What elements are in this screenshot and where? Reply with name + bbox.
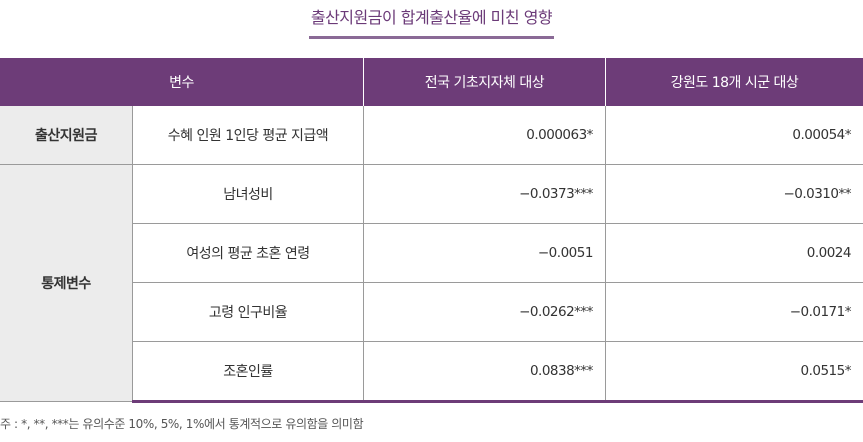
national-value: −0.0373*** — [363, 164, 606, 224]
variable-name: 조혼인률 — [132, 341, 364, 403]
gangwon-value: 0.0024 — [604, 223, 863, 283]
table-title: 출산지원금이 합계출산율에 미친 영향 — [0, 4, 863, 39]
gangwon-value: 0.0515* — [604, 341, 863, 403]
footnote: 주 : *, **, ***는 유의수준 10%, 5%, 1%에서 통계적으로… — [0, 417, 364, 431]
national-value: −0.0051 — [363, 223, 606, 283]
national-value: 0.000063* — [363, 106, 606, 165]
table-row: 통제변수 남녀성비 −0.0373*** −0.0310** — [0, 164, 863, 402]
group-label: 출산지원금 — [0, 106, 133, 165]
header-gangwon: 강원도 18개 시군 대상 — [604, 58, 863, 106]
national-value: 0.0838*** — [363, 341, 606, 403]
results-table: 변수 전국 기초지자체 대상 강원도 18개 시군 대상 출산지원금 수혜 인원… — [0, 58, 863, 403]
header-variable: 변수 — [0, 58, 364, 106]
table-row: 고령 인구비율 −0.0262*** −0.0171* — [0, 282, 863, 342]
gangwon-value: −0.0310** — [604, 164, 863, 224]
group-label: 통제변수 — [0, 164, 133, 402]
table-row: 여성의 평균 초혼 연령 −0.0051 0.0024 — [0, 223, 863, 283]
gangwon-value: −0.0171* — [604, 282, 863, 342]
variable-name: 고령 인구비율 — [132, 282, 364, 342]
table-row: 조혼인률 0.0838*** 0.0515* — [0, 341, 863, 403]
table-row: 출산지원금 수혜 인원 1인당 평균 지급액 0.000063* 0.00054… — [0, 106, 863, 165]
header-national: 전국 기초지자체 대상 — [363, 58, 606, 106]
variable-name: 남녀성비 — [132, 164, 364, 224]
variable-name: 수혜 인원 1인당 평균 지급액 — [132, 106, 364, 165]
header-row: 변수 전국 기초지자체 대상 강원도 18개 시군 대상 — [0, 58, 863, 106]
variable-name: 여성의 평균 초혼 연령 — [132, 223, 364, 283]
national-value: −0.0262*** — [363, 282, 606, 342]
gangwon-value: 0.00054* — [604, 106, 863, 165]
